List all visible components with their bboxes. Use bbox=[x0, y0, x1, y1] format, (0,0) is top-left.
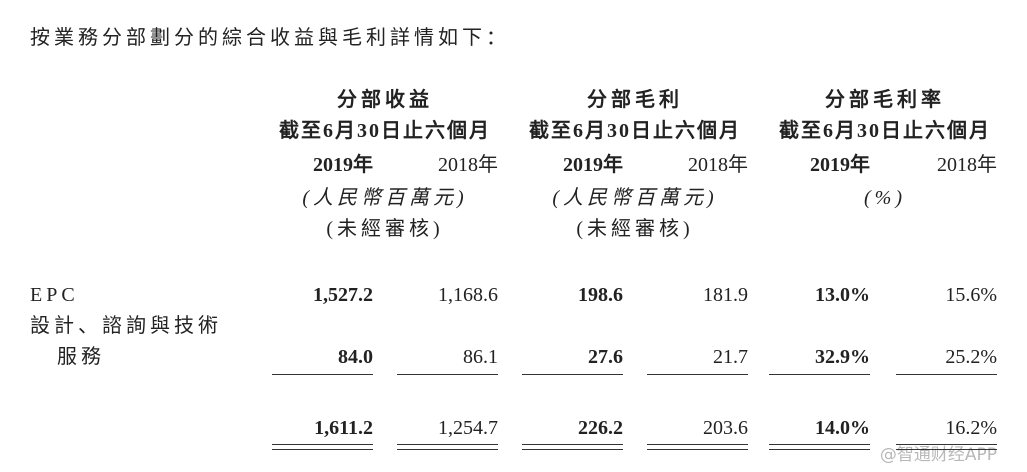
year: 2018年 bbox=[688, 154, 748, 176]
unit: (%) bbox=[864, 187, 906, 209]
total-cell: 203.6 bbox=[703, 417, 748, 439]
total-cell: 1,254.7 bbox=[438, 417, 498, 439]
total-cell: 226.2 bbox=[578, 417, 623, 439]
cell: 15.6% bbox=[945, 284, 997, 306]
double-underline bbox=[272, 444, 373, 445]
watermark: @智通财经APP bbox=[879, 445, 997, 465]
row-label: EPC bbox=[30, 284, 79, 306]
double-underline bbox=[397, 444, 498, 445]
row-label: 設計、諮詢與技術 bbox=[30, 315, 222, 337]
underline bbox=[769, 374, 870, 375]
double-underline bbox=[896, 449, 997, 450]
cell: 32.9% bbox=[815, 346, 870, 368]
unit: (人民幣百萬元) bbox=[552, 187, 718, 209]
group-title: 分部毛利 bbox=[587, 89, 683, 111]
cell: 21.7 bbox=[713, 346, 748, 368]
year: 2018年 bbox=[937, 154, 997, 176]
period: 截至6月30日止六個月 bbox=[279, 120, 491, 142]
cell: 84.0 bbox=[338, 346, 373, 368]
double-underline bbox=[397, 449, 498, 450]
double-underline bbox=[896, 444, 997, 445]
double-underline bbox=[647, 444, 748, 445]
double-underline bbox=[522, 449, 623, 450]
double-underline bbox=[522, 444, 623, 445]
cell: 25.2% bbox=[945, 346, 997, 368]
double-underline bbox=[769, 444, 870, 445]
underline bbox=[272, 374, 373, 375]
unit: (未經審核) bbox=[326, 218, 444, 240]
underline bbox=[647, 374, 748, 375]
cell: 1,527.2 bbox=[313, 284, 373, 306]
year: 2019年 bbox=[810, 154, 870, 176]
cell: 1,168.6 bbox=[438, 284, 498, 306]
intro: 按業務分部劃分的綜合收益與毛利詳情如下： bbox=[30, 27, 510, 49]
row-label: 服務 bbox=[57, 346, 105, 368]
cell: 27.6 bbox=[588, 346, 623, 368]
unit: (人民幣百萬元) bbox=[302, 187, 468, 209]
cell: 86.1 bbox=[463, 346, 498, 368]
double-underline bbox=[769, 449, 870, 450]
period: 截至6月30日止六個月 bbox=[779, 120, 991, 142]
unit: (未經審核) bbox=[576, 218, 694, 240]
double-underline bbox=[647, 449, 748, 450]
cell: 198.6 bbox=[578, 284, 623, 306]
year: 2019年 bbox=[313, 154, 373, 176]
total-cell: 14.0% bbox=[815, 417, 870, 439]
underline bbox=[397, 374, 498, 375]
group-title: 分部毛利率 bbox=[825, 89, 945, 111]
year: 2018年 bbox=[438, 154, 498, 176]
total-cell: 1,611.2 bbox=[314, 417, 373, 439]
cell: 13.0% bbox=[815, 284, 870, 306]
cell: 181.9 bbox=[703, 284, 748, 306]
total-cell: 16.2% bbox=[945, 417, 997, 439]
double-underline bbox=[272, 449, 373, 450]
year: 2019年 bbox=[563, 154, 623, 176]
group-title: 分部收益 bbox=[337, 89, 433, 111]
underline bbox=[896, 374, 997, 375]
underline bbox=[522, 374, 623, 375]
period: 截至6月30日止六個月 bbox=[529, 120, 741, 142]
